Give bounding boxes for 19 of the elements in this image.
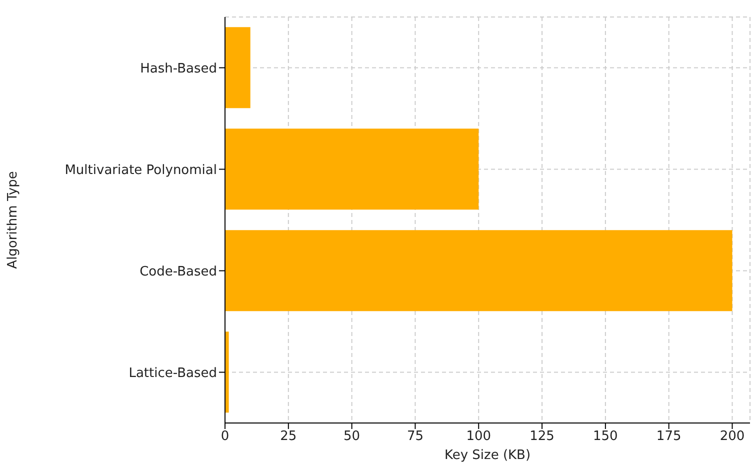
y-tick-label: Lattice-Based <box>128 366 217 381</box>
bar <box>225 128 479 210</box>
x-tick-label: 0 <box>220 429 230 444</box>
bar <box>225 332 229 413</box>
x-axis-title: Key Size (KB) <box>444 448 531 463</box>
y-tick-label: Code-Based <box>140 264 217 280</box>
bar <box>225 230 732 312</box>
x-tick-label: 25 <box>280 429 297 444</box>
bar <box>225 27 250 108</box>
x-tick-label: 50 <box>344 429 360 444</box>
x-tick-label: 200 <box>720 429 745 444</box>
y-tick-label: Multivariate Polynomial <box>64 162 217 178</box>
x-tick-label: 125 <box>530 429 554 444</box>
x-tick-label: 75 <box>406 429 424 444</box>
y-axis-title: Algorithm Type <box>6 171 21 269</box>
x-tick-label: 150 <box>593 429 618 444</box>
x-tick-label: 100 <box>466 429 492 444</box>
y-tick-label: Hash-Based <box>140 61 217 76</box>
x-tick-label: 175 <box>656 429 682 444</box>
